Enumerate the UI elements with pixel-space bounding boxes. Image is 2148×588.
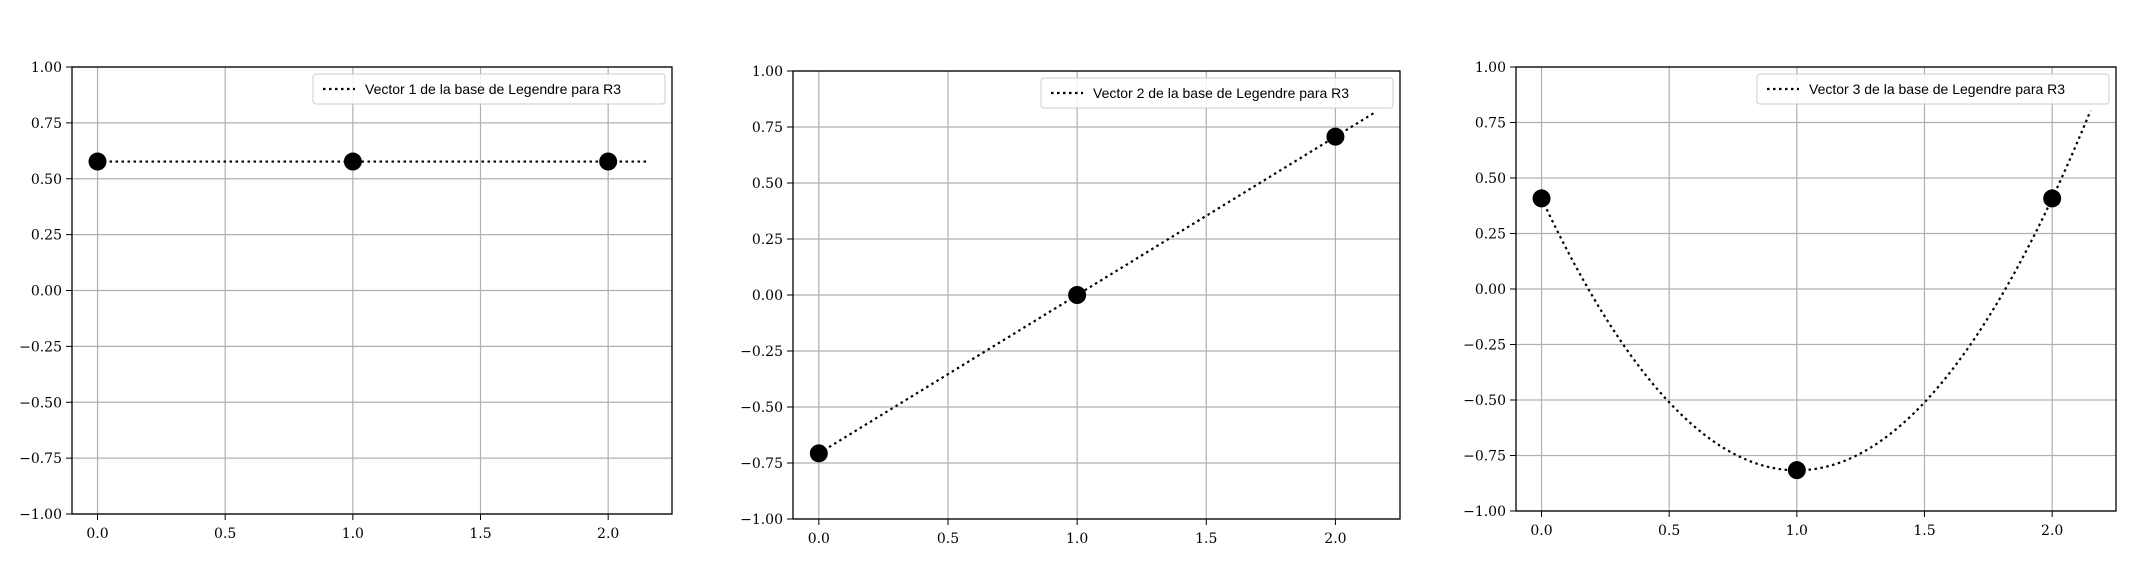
x-tick-label: 1.5 <box>469 526 491 542</box>
y-tick-label: −0.75 <box>1463 449 1506 465</box>
y-tick-label: −0.50 <box>740 400 783 416</box>
x-tick-label: 2.0 <box>597 526 619 542</box>
y-tick-label: 0.50 <box>752 176 783 192</box>
x-tick-label: 0.0 <box>1530 523 1552 539</box>
x-tick-label: 1.0 <box>1066 531 1088 547</box>
x-tick-label: 1.5 <box>1195 531 1217 547</box>
x-tick-label: 0.0 <box>86 526 108 542</box>
y-tick-label: −0.75 <box>19 451 62 467</box>
data-point <box>809 444 828 463</box>
x-tick-label: 0.5 <box>214 526 236 542</box>
x-tick-label: 1.0 <box>1786 523 1808 539</box>
x-tick-label: 0.5 <box>1658 523 1680 539</box>
y-tick-label: −0.75 <box>740 456 783 472</box>
y-tick-label: 0.75 <box>752 120 783 136</box>
x-tick-label: 2.0 <box>2041 523 2063 539</box>
y-tick-label: −1.00 <box>1463 504 1506 520</box>
axes-frame <box>1515 66 2117 512</box>
series-line <box>818 111 1375 455</box>
y-tick-label: 0.25 <box>752 232 783 248</box>
y-tick-label: −0.50 <box>1463 393 1506 409</box>
x-tick-label: 0.5 <box>937 531 959 547</box>
legend-label: Vector 3 de la base de Legendre para R3 <box>1809 81 2065 97</box>
data-point <box>88 152 107 171</box>
y-tick-label: 0.00 <box>752 288 783 304</box>
x-tick-label: 1.5 <box>1913 523 1935 539</box>
y-tick-label: −1.00 <box>19 507 62 523</box>
y-tick-label: 0.00 <box>31 284 62 300</box>
legend-box <box>1040 77 1394 109</box>
x-tick-label: 0.0 <box>808 531 830 547</box>
y-tick-label: 0.25 <box>1475 227 1506 243</box>
series-line <box>1540 110 2092 472</box>
x-tick-label: 1.0 <box>342 526 364 542</box>
y-tick-label: 0.75 <box>1475 116 1506 132</box>
y-tick-label: 0.50 <box>1475 171 1506 187</box>
data-point <box>599 152 618 171</box>
axes-frame <box>792 70 1401 520</box>
data-point <box>1068 286 1087 304</box>
data-point <box>1532 189 1551 208</box>
data-point <box>1326 127 1345 146</box>
data-point <box>2043 189 2062 208</box>
y-tick-label: 1.00 <box>752 64 783 80</box>
data-point <box>1787 461 1806 480</box>
legend-box <box>1756 73 2110 105</box>
legend-label: Vector 2 de la base de Legendre para R3 <box>1093 85 1349 101</box>
y-tick-label: 0.25 <box>31 228 62 244</box>
data-point <box>343 152 362 171</box>
legend-box <box>312 73 666 105</box>
y-tick-label: 0.00 <box>1475 282 1506 298</box>
y-tick-label: 0.50 <box>31 172 62 188</box>
y-tick-label: 1.00 <box>1475 60 1506 76</box>
y-tick-label: −0.25 <box>740 344 783 360</box>
y-tick-label: 1.00 <box>31 60 62 76</box>
axes-frame <box>71 66 673 515</box>
y-tick-label: −0.25 <box>19 339 62 355</box>
legend-label: Vector 1 de la base de Legendre para R3 <box>365 81 621 97</box>
x-tick-label: 2.0 <box>1324 531 1346 547</box>
y-tick-label: −1.00 <box>740 512 783 528</box>
y-tick-label: −0.50 <box>19 395 62 411</box>
y-tick-label: 0.75 <box>31 116 62 132</box>
y-tick-label: −0.25 <box>1463 338 1506 354</box>
